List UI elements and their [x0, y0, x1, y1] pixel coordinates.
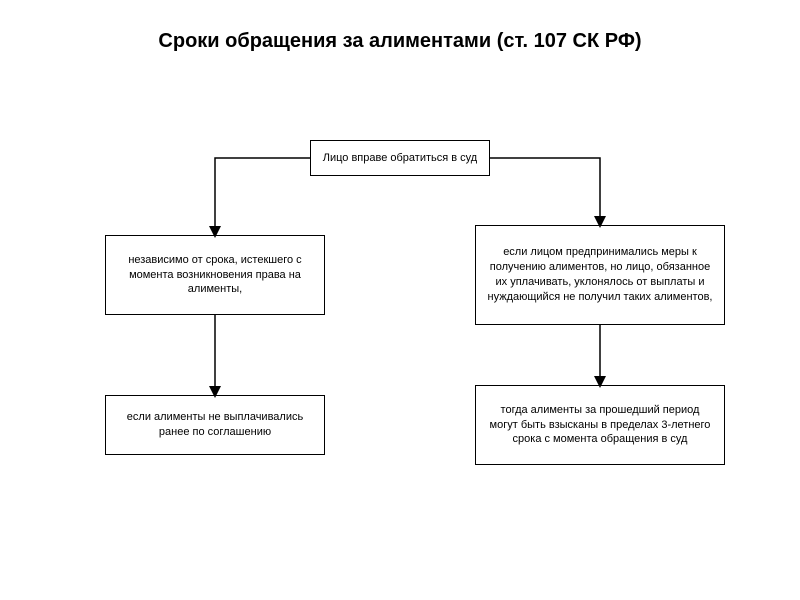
flowchart-node-right-condition-2: тогда алименты за прошедший период могут… [475, 385, 725, 465]
flowchart-node-left-condition-1: независимо от срока, истекшего с момента… [105, 235, 325, 315]
flowchart-node-left-condition-2: если алименты не выплачивались ранее по … [105, 395, 325, 455]
flowchart-node-root: Лицо вправе обратиться в суд [310, 140, 490, 176]
flowchart-node-right-condition-1: если лицом предпринимались меры к получе… [475, 225, 725, 325]
diagram-title: Сроки обращения за алиментами (ст. 107 С… [0, 30, 800, 53]
